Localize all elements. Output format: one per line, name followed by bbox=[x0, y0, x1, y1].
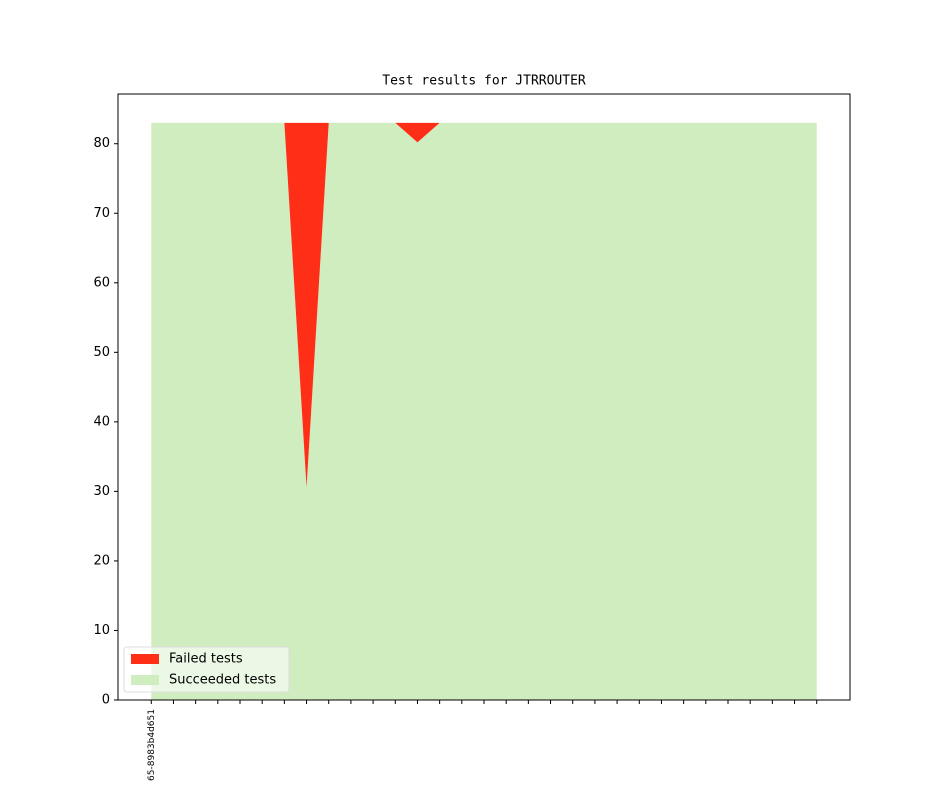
y-tick-label: 10 bbox=[93, 623, 110, 638]
y-tick-label: 70 bbox=[93, 206, 110, 221]
x-tick-label: 65-8983b4d651 bbox=[147, 709, 157, 781]
y-tick-label: 60 bbox=[93, 275, 110, 290]
chart-title: Test results for JTRROUTER bbox=[382, 74, 586, 89]
y-tick-label: 20 bbox=[93, 553, 110, 568]
y-tick-label: 80 bbox=[93, 136, 110, 151]
y-tick-label: 50 bbox=[93, 345, 110, 360]
y-tick-label: 30 bbox=[93, 484, 110, 499]
legend-label: Succeeded tests bbox=[169, 673, 276, 688]
legend-box bbox=[123, 646, 290, 693]
y-tick-label: 0 bbox=[102, 693, 110, 708]
legend-swatch bbox=[131, 675, 159, 685]
area bbox=[151, 122, 817, 701]
legend-label: Failed tests bbox=[169, 652, 243, 667]
area bbox=[151, 122, 817, 488]
legend-swatch bbox=[131, 654, 159, 664]
y-tick-label: 40 bbox=[93, 414, 110, 429]
